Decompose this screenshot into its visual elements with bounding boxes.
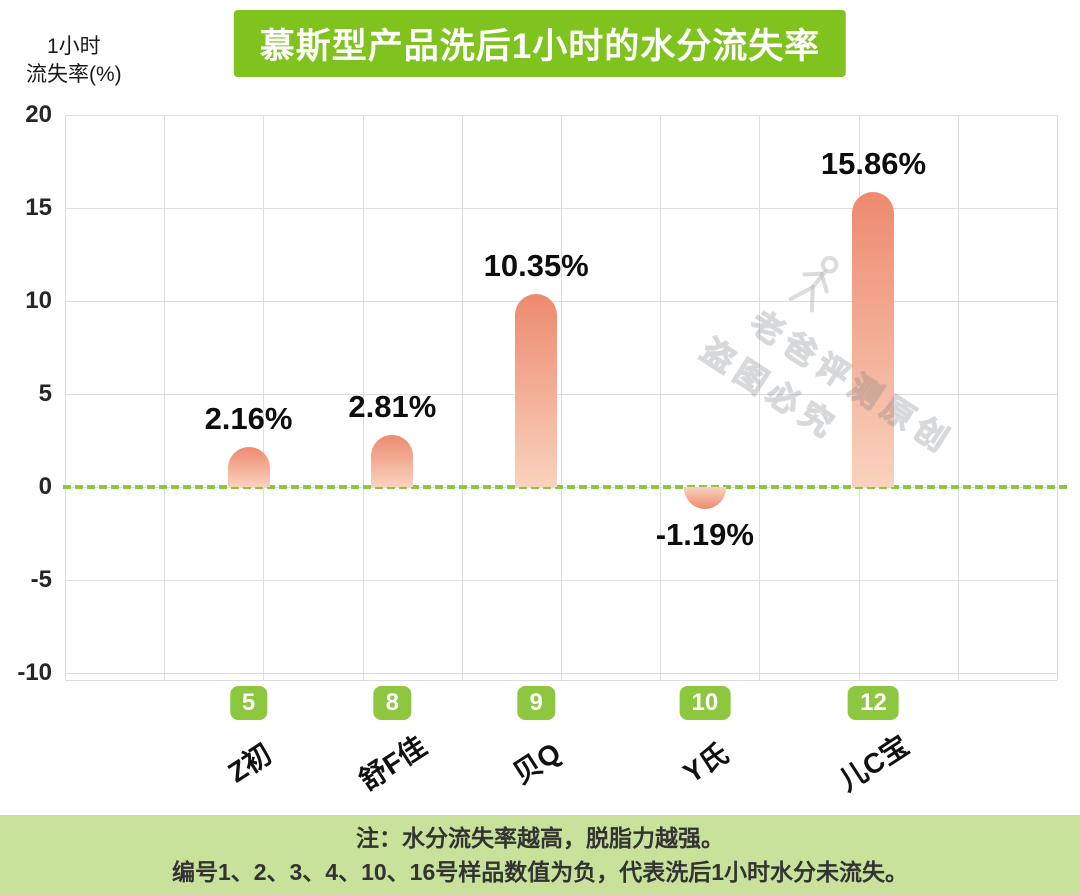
footer-note-line2: 编号1、2、3、4、10、16号样品数值为负，代表洗后1小时水分未流失。: [171, 859, 909, 885]
sample-number-badge: 8: [373, 686, 412, 720]
y-tick-label: 10: [25, 287, 52, 314]
vertical-gridline: [759, 115, 761, 680]
y-axis-label-line2: 流失率(%): [26, 63, 122, 86]
horizontal-gridline: [65, 673, 1057, 674]
vertical-gridline: [561, 115, 562, 680]
category-label: Z初: [221, 737, 277, 789]
horizontal-gridline: [65, 580, 1057, 581]
category-label: Y氏: [677, 737, 734, 789]
plot-area: 2.16% 2.81% 10.35% -1.19% 15.86%: [63, 115, 1067, 681]
y-tick-label: 15: [25, 194, 52, 221]
horizontal-gridline: [65, 394, 1057, 395]
y-axis-label-line1: 1小时: [46, 35, 101, 58]
bar-贝Q: [515, 294, 558, 487]
value-label: -1.19%: [655, 517, 754, 553]
y-tick-label: -10: [17, 659, 52, 686]
vertical-gridline: [957, 115, 959, 680]
vertical-gridline: [660, 115, 662, 680]
vertical-gridline: [461, 115, 463, 680]
category-label: 舒F佳: [354, 730, 433, 797]
sample-number-badge: 10: [679, 686, 731, 720]
horizontal-gridline: [65, 115, 1057, 116]
y-axis-label: 1小时 流失率(%): [26, 33, 122, 89]
y-tick-label: -5: [30, 566, 52, 593]
vertical-gridline: [362, 115, 364, 680]
vertical-gridline: [164, 115, 166, 680]
sample-number-badge: 12: [848, 686, 899, 720]
vertical-gridline: [1057, 115, 1058, 680]
bar-儿C宝: [852, 192, 895, 487]
category-label: 儿C宝: [833, 729, 915, 798]
y-tick-label: 0: [38, 473, 52, 500]
horizontal-gridline: [65, 208, 1057, 209]
value-label: 15.86%: [820, 146, 927, 181]
bar-Z初: [227, 446, 270, 487]
category-label: 贝Q: [507, 736, 567, 790]
bar-舒F佳: [371, 434, 414, 487]
horizontal-gridline: [65, 301, 1057, 302]
sample-number-badge: 9: [517, 686, 555, 720]
vertical-gridline: [263, 115, 265, 680]
value-label: 2.16%: [204, 400, 293, 436]
y-tick-label: 20: [25, 101, 52, 128]
y-tick-label: 5: [38, 380, 52, 407]
x-axis: 5 Z初 8 舒F佳 9 贝Q 10 Y氏 12 儿C宝: [65, 686, 1057, 811]
chart-title: 慕斯型产品洗后1小时的水分流失率: [233, 10, 847, 77]
zero-baseline: [63, 485, 1067, 489]
vertical-gridline: [65, 115, 66, 680]
value-label: 10.35%: [483, 248, 589, 284]
sample-number-badge: 5: [229, 686, 268, 720]
footer-note: 注：水分流失率越高，脱脂力越强。 编号1、2、3、4、10、16号样品数值为负，…: [0, 815, 1080, 895]
value-label: 2.81%: [348, 388, 437, 424]
footer-note-line1: 注：水分流失率越高，脱脂力越强。: [356, 825, 724, 851]
bar-Y氏: [683, 487, 726, 510]
